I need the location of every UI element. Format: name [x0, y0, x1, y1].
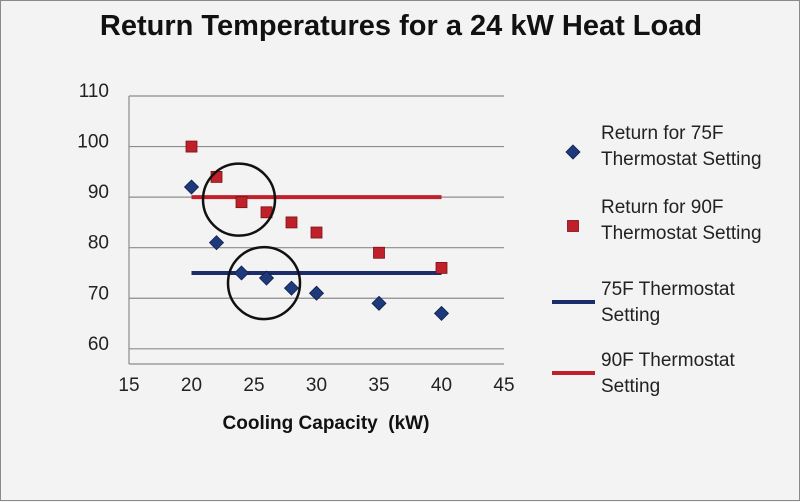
- y-tick-label: 110: [79, 81, 109, 102]
- legend-entry-label: Setting: [601, 376, 660, 397]
- data-point-diamond: [183, 179, 200, 195]
- legend-entry-label: Return for 90F: [601, 197, 724, 218]
- y-tick-label: 70: [88, 283, 109, 304]
- x-axis-label: Cooling Capacity (kW): [223, 413, 430, 434]
- y-tick-labels: 110 100 90 80 70 60: [77, 81, 109, 355]
- data-point-square: [310, 226, 323, 239]
- chart-title: Return Temperatures for a 24 kW Heat Loa…: [100, 10, 702, 42]
- x-tick-label: 20: [181, 375, 202, 396]
- data-point-diamond: [258, 270, 275, 286]
- legend-entry-label: Return for 75F: [601, 123, 724, 144]
- data-point-diamond: [308, 285, 325, 301]
- legend-icon-diamond: [565, 144, 581, 160]
- annotation-circles: [201, 162, 302, 321]
- data-point-diamond: [283, 280, 300, 296]
- data-point-square: [235, 196, 248, 209]
- x-tick-label: 30: [306, 375, 327, 396]
- data-point-diamond: [233, 265, 250, 281]
- data-point-diamond: [433, 305, 450, 321]
- annotation-circle: [201, 162, 277, 237]
- x-tick-label: 15: [118, 375, 139, 396]
- legend-entry-label: Thermostat Setting: [601, 149, 762, 170]
- legend-entry-label: Thermostat Setting: [601, 223, 762, 244]
- data-markers: [183, 140, 450, 321]
- x-tick-label: 35: [368, 375, 389, 396]
- y-tick-label: 90: [88, 182, 109, 203]
- x-tick-label: 40: [431, 375, 452, 396]
- data-point-square: [185, 140, 198, 153]
- y-tick-label: 100: [77, 132, 109, 153]
- data-point-square: [285, 216, 298, 229]
- data-point-diamond: [208, 235, 225, 251]
- legend-entry-label: 90F Thermostat: [601, 350, 735, 371]
- legend-entry-label: Setting: [601, 305, 660, 326]
- x-tick-label: 25: [243, 375, 264, 396]
- y-tick-label: 80: [88, 233, 109, 254]
- x-tick-labels: 15 20 25 30 35 40 45: [118, 375, 514, 396]
- x-tick-label: 45: [493, 375, 514, 396]
- legend-entry-label: 75F Thermostat: [601, 279, 735, 300]
- legend-icon-square: [567, 220, 579, 232]
- legend: Return for 75F Thermostat Setting Return f…: [552, 123, 762, 397]
- data-point-diamond: [371, 295, 387, 311]
- annotation-circle: [226, 245, 302, 321]
- y-tick-label: 60: [88, 334, 109, 355]
- data-point-square: [435, 262, 448, 274]
- data-point-square: [373, 246, 385, 259]
- threshold-lines: [191, 195, 442, 275]
